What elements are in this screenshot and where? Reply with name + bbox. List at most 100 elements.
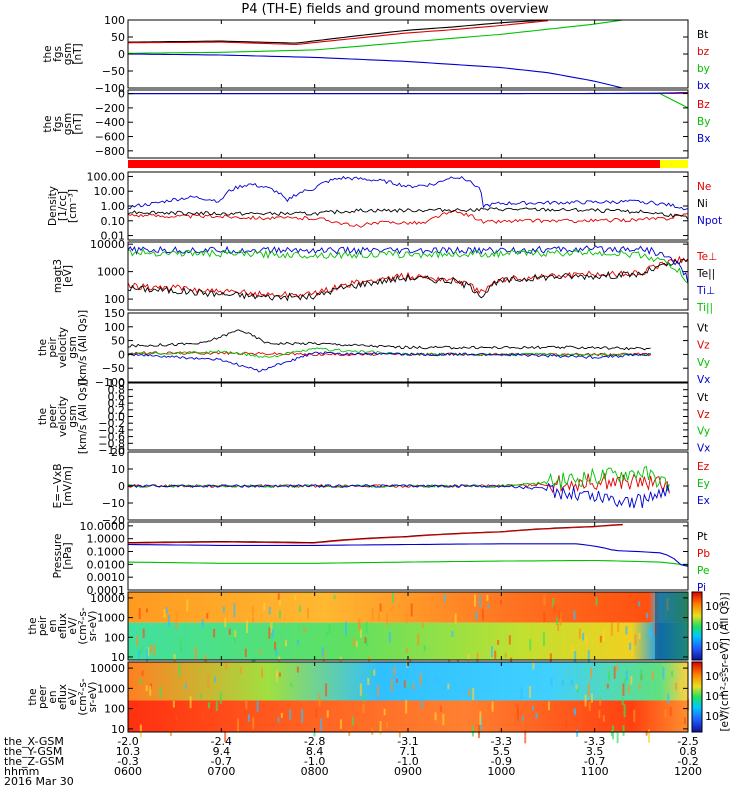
heatmap-cell bbox=[356, 641, 358, 647]
heatmap-cell bbox=[208, 702, 210, 708]
y-tick-label: 1000 bbox=[97, 612, 125, 625]
heatmap-cell bbox=[386, 612, 388, 625]
panels: Btbzbybx100500−50−100thefgsgsm[nT]BzByBx… bbox=[27, 14, 731, 743]
y-tick-label: 10.0000 bbox=[80, 520, 126, 533]
panel-peer-eflux: 10⁶10⁴10²10000100010010thepeerenefluxeV/… bbox=[27, 662, 724, 743]
heatmap-cell bbox=[680, 680, 682, 693]
heatmap-cell bbox=[509, 635, 511, 644]
heatmap-cell bbox=[261, 668, 263, 678]
y-tick-label: −800 bbox=[95, 145, 125, 158]
panel-background bbox=[128, 383, 688, 450]
heatmap-cell bbox=[150, 645, 152, 653]
heatmap-cell bbox=[664, 710, 666, 717]
y-tick-label: 0 bbox=[118, 48, 125, 61]
heatmap-cell bbox=[224, 618, 226, 627]
heatmap-cell bbox=[553, 605, 555, 614]
heatmap-cell bbox=[614, 666, 616, 679]
y-tick-label: 10 bbox=[111, 723, 125, 736]
legend-label: bz bbox=[697, 46, 710, 58]
heatmap-cell bbox=[521, 687, 523, 699]
y-axis-label: magt3[eV] bbox=[52, 259, 74, 293]
y-tick-label: −50 bbox=[102, 362, 125, 375]
heatmap-cell bbox=[492, 702, 494, 712]
heatmap-cell bbox=[257, 701, 259, 712]
heatmap-cell bbox=[389, 632, 391, 642]
series-line-Npot bbox=[128, 177, 688, 210]
panel-background bbox=[128, 522, 688, 590]
heatmap-cell bbox=[406, 613, 408, 623]
heatmap-cell bbox=[600, 636, 602, 643]
series-line-Vt bbox=[128, 330, 651, 350]
series-line-Vx bbox=[128, 352, 651, 372]
series-line-Ez bbox=[128, 474, 669, 494]
heatmap-cell bbox=[195, 647, 197, 660]
y-axis-label: E=−VxB[mV/m] bbox=[52, 464, 74, 509]
heatmap-upper-band bbox=[128, 592, 688, 623]
heatmap-cell bbox=[263, 603, 265, 611]
heatmap-cell bbox=[366, 622, 368, 634]
y-tick-label: 100 bbox=[104, 703, 125, 716]
panel-pressure: PtPbPePi10.00001.00000.10000.01000.00100… bbox=[52, 520, 710, 597]
y-tick-label: −200 bbox=[95, 102, 125, 115]
heatmap-cell bbox=[631, 646, 633, 655]
heatmap-cell bbox=[281, 713, 283, 718]
heatmap-cell bbox=[529, 639, 531, 650]
legend-label: Vy bbox=[697, 357, 710, 369]
y-tick-label: 100.00 bbox=[87, 170, 126, 183]
series-line-Pb bbox=[128, 525, 623, 543]
heatmap-cell bbox=[200, 694, 202, 698]
heatmap-cell bbox=[482, 609, 484, 621]
legend-label: Vz bbox=[697, 340, 710, 352]
legend-label: Bt bbox=[697, 29, 708, 41]
heatmap-cell bbox=[611, 623, 613, 636]
heatmap-cell bbox=[420, 673, 422, 685]
heatmap-cell bbox=[372, 608, 374, 621]
y-axis-label-line: [cm⁻³] bbox=[67, 189, 79, 223]
legend-label: By bbox=[697, 116, 710, 128]
heatmap-cell bbox=[352, 717, 354, 726]
legend-label: Vz bbox=[697, 409, 710, 421]
heatmap-cell bbox=[248, 714, 250, 721]
heatmap-cell bbox=[164, 609, 166, 618]
heatmap-cell bbox=[622, 683, 624, 696]
y-tick-label: 1000 bbox=[97, 266, 125, 279]
heatmap-cell bbox=[358, 622, 360, 631]
heatmap-cell bbox=[136, 636, 138, 646]
panel-peir-eflux: 10⁶10⁴10²10000100010010thepeirenefluxeV/… bbox=[27, 592, 724, 667]
heatmap-cell bbox=[608, 671, 610, 681]
heatmap-cell bbox=[616, 665, 618, 671]
heatmap-cell bbox=[233, 603, 235, 617]
heatmap-cell bbox=[472, 725, 474, 736]
heatmap-cell bbox=[422, 623, 424, 628]
heatmap-cell bbox=[367, 678, 369, 685]
y-tick-label: 100 bbox=[104, 14, 125, 27]
heatmap-cell bbox=[424, 645, 426, 651]
footer: the_X-GSM-2.0-2.4-2.8-3.1-3.3-3.3-2.5the… bbox=[4, 735, 702, 788]
y-tick-label: 1000 bbox=[97, 682, 125, 695]
heatmap-cell bbox=[451, 631, 453, 637]
heatmap-cell bbox=[396, 679, 398, 683]
heatmap-cell bbox=[558, 611, 560, 618]
y-axis-label-line: [nT] bbox=[72, 113, 84, 134]
heatmap-cell bbox=[532, 662, 534, 669]
y-tick-label: 100 bbox=[104, 631, 125, 644]
heatmap-cell bbox=[245, 649, 247, 657]
heatmap-cell bbox=[590, 668, 592, 679]
heatmap-cell bbox=[435, 712, 437, 720]
heatmap-cell bbox=[142, 670, 144, 675]
y-axis-label-line: [km/s (All Qs)] bbox=[77, 310, 89, 385]
legend-label: Npot bbox=[697, 215, 722, 227]
heatmap-cell bbox=[325, 683, 327, 696]
heatmap-cell bbox=[478, 725, 480, 738]
panel-background bbox=[128, 90, 688, 158]
heatmap-cell bbox=[638, 633, 640, 639]
heatmap-cell bbox=[220, 692, 222, 704]
footer-date: 2016 Mar 30 bbox=[4, 775, 74, 788]
heatmap-cell bbox=[277, 718, 279, 723]
heatmap-cell bbox=[417, 634, 419, 646]
series-line-Te|| bbox=[128, 259, 688, 300]
heatmap-cell bbox=[599, 698, 601, 705]
legend-label: Vx bbox=[697, 442, 710, 454]
heatmap-cell bbox=[252, 616, 254, 622]
